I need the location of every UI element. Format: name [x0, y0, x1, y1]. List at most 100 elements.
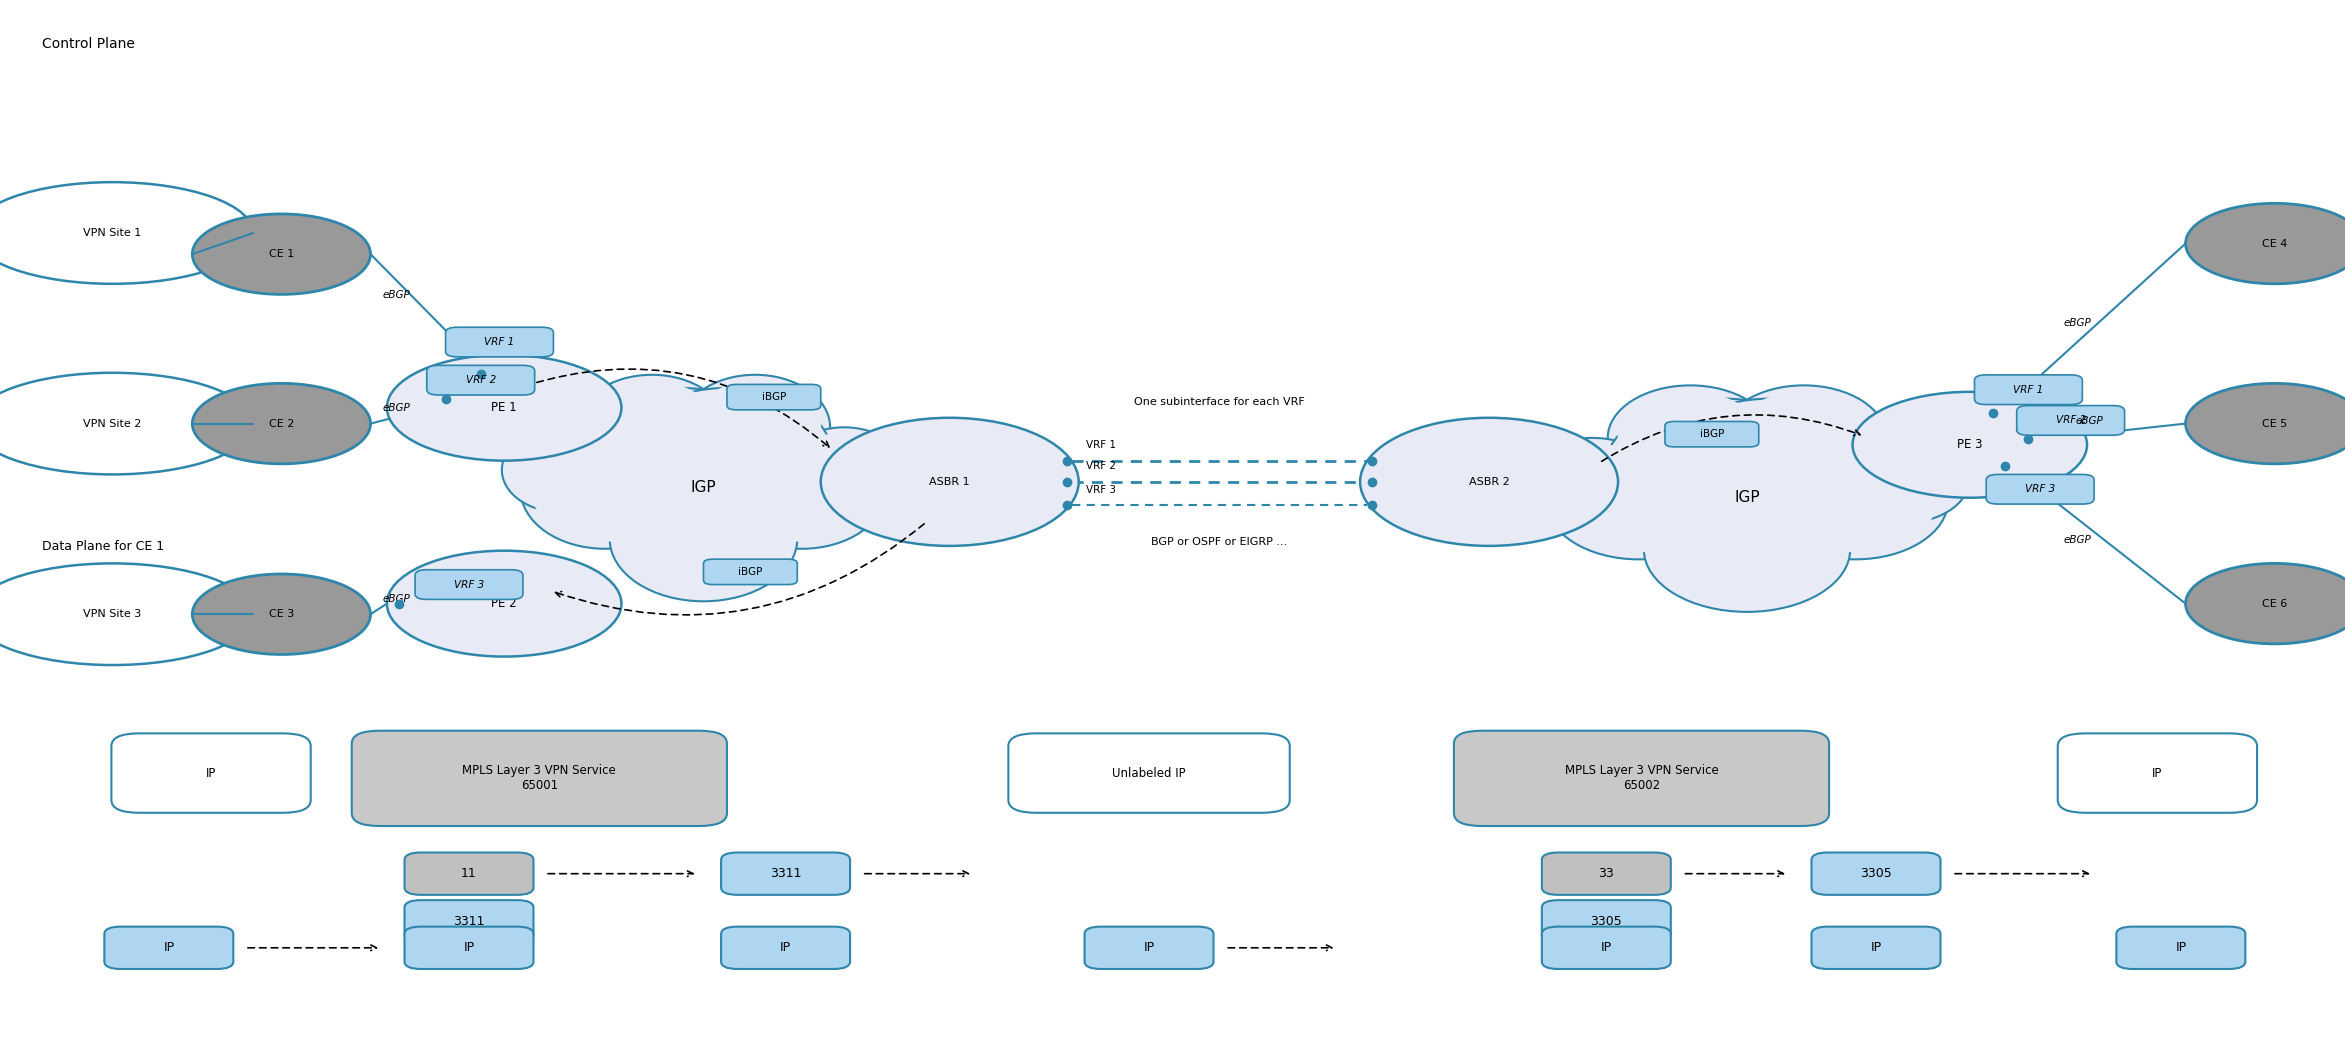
- Text: BGP or OSPF or EIGRP ...: BGP or OSPF or EIGRP ...: [1151, 537, 1287, 548]
- FancyBboxPatch shape: [1974, 375, 2082, 405]
- FancyBboxPatch shape: [704, 559, 797, 585]
- Ellipse shape: [530, 437, 680, 542]
- Ellipse shape: [1731, 392, 1876, 484]
- Text: One subinterface for each VRF: One subinterface for each VRF: [1135, 397, 1304, 408]
- Text: eBGP: eBGP: [382, 290, 410, 300]
- Ellipse shape: [1604, 398, 1838, 536]
- Text: IP: IP: [464, 941, 474, 954]
- FancyBboxPatch shape: [722, 927, 849, 969]
- Ellipse shape: [0, 182, 253, 284]
- Ellipse shape: [0, 373, 253, 474]
- Text: eBGP: eBGP: [382, 593, 410, 604]
- Ellipse shape: [633, 396, 821, 518]
- Ellipse shape: [192, 383, 371, 464]
- Ellipse shape: [192, 574, 371, 654]
- Ellipse shape: [1656, 398, 1890, 536]
- Ellipse shape: [1613, 401, 1881, 573]
- FancyBboxPatch shape: [1543, 900, 1670, 943]
- Ellipse shape: [586, 381, 718, 473]
- Ellipse shape: [502, 427, 624, 513]
- FancyBboxPatch shape: [1665, 421, 1759, 447]
- Ellipse shape: [387, 355, 621, 461]
- Ellipse shape: [387, 551, 621, 657]
- Text: Unlabeled IP: Unlabeled IP: [1112, 767, 1187, 779]
- FancyBboxPatch shape: [1543, 852, 1670, 895]
- Text: IGP: IGP: [1735, 490, 1759, 505]
- Text: VPN Site 3: VPN Site 3: [84, 609, 141, 620]
- FancyBboxPatch shape: [103, 927, 234, 969]
- Ellipse shape: [1545, 442, 1731, 559]
- Ellipse shape: [1670, 407, 1876, 528]
- FancyBboxPatch shape: [406, 852, 535, 895]
- FancyBboxPatch shape: [1083, 927, 1215, 969]
- Text: Data Plane for CE 1: Data Plane for CE 1: [42, 540, 164, 553]
- Text: ASBR 2: ASBR 2: [1468, 477, 1510, 487]
- Text: MPLS Layer 3 VPN Service
65002: MPLS Layer 3 VPN Service 65002: [1564, 765, 1719, 792]
- Ellipse shape: [1843, 443, 1960, 518]
- Ellipse shape: [1773, 448, 1937, 553]
- Ellipse shape: [821, 417, 1079, 545]
- FancyBboxPatch shape: [110, 733, 310, 813]
- Ellipse shape: [596, 401, 811, 552]
- FancyBboxPatch shape: [1543, 927, 1670, 969]
- Text: IP: IP: [1602, 941, 1611, 954]
- Text: IP: IP: [164, 941, 174, 954]
- Ellipse shape: [621, 484, 786, 594]
- Text: PE 1: PE 1: [492, 401, 516, 414]
- FancyBboxPatch shape: [446, 327, 553, 357]
- Text: 3311: 3311: [769, 867, 802, 880]
- Text: VPN Site 1: VPN Site 1: [84, 228, 141, 238]
- Ellipse shape: [521, 431, 689, 549]
- Text: IGP: IGP: [692, 480, 715, 495]
- Ellipse shape: [621, 388, 832, 525]
- FancyBboxPatch shape: [2017, 406, 2125, 435]
- Ellipse shape: [1656, 495, 1838, 605]
- FancyBboxPatch shape: [1008, 733, 1290, 813]
- Ellipse shape: [1618, 407, 1824, 528]
- Text: VRF 3: VRF 3: [1086, 485, 1116, 495]
- Ellipse shape: [586, 396, 774, 518]
- Ellipse shape: [582, 391, 825, 562]
- Text: eBGP: eBGP: [2064, 318, 2092, 328]
- FancyBboxPatch shape: [2118, 927, 2247, 969]
- Ellipse shape: [718, 431, 886, 549]
- Ellipse shape: [1609, 385, 1773, 490]
- Ellipse shape: [2186, 383, 2345, 464]
- Text: eBGP: eBGP: [2064, 535, 2092, 545]
- Ellipse shape: [577, 375, 727, 480]
- FancyBboxPatch shape: [427, 365, 535, 395]
- Ellipse shape: [1644, 487, 1850, 612]
- Ellipse shape: [689, 381, 821, 473]
- Text: CE 4: CE 4: [2263, 238, 2286, 249]
- Ellipse shape: [1763, 442, 1949, 559]
- Ellipse shape: [783, 427, 905, 513]
- Text: CE 5: CE 5: [2263, 418, 2286, 429]
- Text: IP: IP: [1144, 941, 1154, 954]
- Text: IP: IP: [781, 941, 790, 954]
- Ellipse shape: [790, 432, 898, 507]
- Text: CE 6: CE 6: [2263, 598, 2286, 609]
- FancyBboxPatch shape: [1813, 927, 1942, 969]
- Ellipse shape: [680, 375, 830, 480]
- Text: VRF 1: VRF 1: [485, 337, 514, 347]
- Text: CE 3: CE 3: [270, 609, 293, 620]
- Ellipse shape: [1534, 443, 1651, 518]
- Text: 33: 33: [1599, 867, 1613, 880]
- Text: iBGP: iBGP: [1700, 429, 1724, 439]
- FancyBboxPatch shape: [406, 927, 535, 969]
- Text: MPLS Layer 3 VPN Service
65001: MPLS Layer 3 VPN Service 65001: [462, 765, 617, 792]
- Text: VRF 3: VRF 3: [455, 579, 483, 590]
- Text: IP: IP: [206, 767, 216, 779]
- Text: IP: IP: [1871, 941, 1881, 954]
- Text: PE 3: PE 3: [1958, 438, 1982, 451]
- Text: ASBR 1: ASBR 1: [929, 477, 971, 487]
- FancyBboxPatch shape: [727, 384, 821, 410]
- Text: 3305: 3305: [1590, 915, 1623, 928]
- Text: VRF 2: VRF 2: [2057, 415, 2085, 426]
- Text: VRF 3: VRF 3: [2026, 484, 2054, 495]
- Text: Control Plane: Control Plane: [42, 37, 136, 51]
- Text: eBGP: eBGP: [2075, 416, 2103, 426]
- FancyBboxPatch shape: [406, 900, 535, 943]
- Text: iBGP: iBGP: [762, 392, 786, 402]
- Text: CE 1: CE 1: [270, 249, 293, 259]
